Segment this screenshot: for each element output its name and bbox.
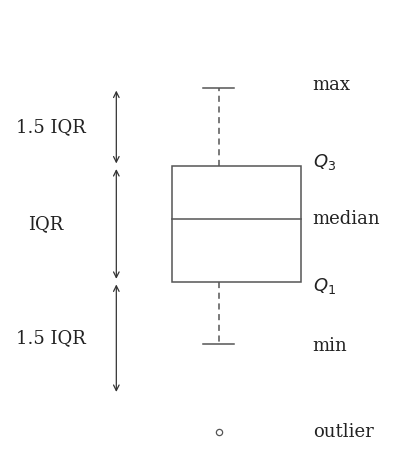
- Text: 1.5 IQR: 1.5 IQR: [16, 118, 86, 136]
- Text: min: min: [313, 337, 348, 355]
- Text: max: max: [313, 76, 351, 95]
- Text: $Q_3$: $Q_3$: [313, 152, 336, 171]
- Text: 1.5 IQR: 1.5 IQR: [16, 329, 86, 347]
- FancyBboxPatch shape: [173, 166, 301, 282]
- Text: IQR: IQR: [28, 215, 63, 233]
- Text: median: median: [313, 211, 380, 228]
- Text: $Q_1$: $Q_1$: [313, 276, 336, 296]
- Text: outlier: outlier: [313, 422, 373, 441]
